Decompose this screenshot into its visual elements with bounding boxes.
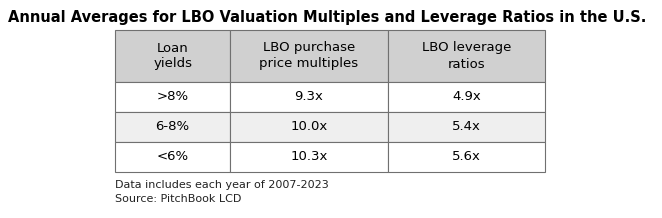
Text: LBO purchase
price multiples: LBO purchase price multiples — [260, 41, 359, 70]
Bar — [115, 112, 230, 142]
Bar — [230, 30, 388, 82]
Text: 5.4x: 5.4x — [452, 121, 481, 133]
Text: LBO leverage
ratios: LBO leverage ratios — [422, 41, 511, 70]
Text: 9.3x: 9.3x — [295, 90, 323, 104]
Text: 4.9x: 4.9x — [452, 90, 481, 104]
Bar — [388, 82, 545, 112]
Text: Data includes each year of 2007-2023: Data includes each year of 2007-2023 — [115, 180, 329, 190]
Bar — [388, 142, 545, 172]
Bar — [230, 142, 388, 172]
Text: 10.0x: 10.0x — [291, 121, 328, 133]
Text: >8%: >8% — [156, 90, 189, 104]
Bar — [230, 112, 388, 142]
Bar — [115, 142, 230, 172]
Text: Source: PitchBook LCD: Source: PitchBook LCD — [115, 194, 242, 204]
Text: 10.3x: 10.3x — [290, 150, 328, 164]
Bar — [230, 82, 388, 112]
Bar — [388, 112, 545, 142]
Text: 6-8%: 6-8% — [156, 121, 190, 133]
Text: Loan
yields: Loan yields — [153, 41, 192, 70]
Text: 5.6x: 5.6x — [452, 150, 481, 164]
Bar — [115, 82, 230, 112]
Bar — [388, 30, 545, 82]
Text: <6%: <6% — [156, 150, 189, 164]
Text: Annual Averages for LBO Valuation Multiples and Leverage Ratios in the U.S.: Annual Averages for LBO Valuation Multip… — [8, 10, 646, 25]
Bar — [115, 30, 230, 82]
